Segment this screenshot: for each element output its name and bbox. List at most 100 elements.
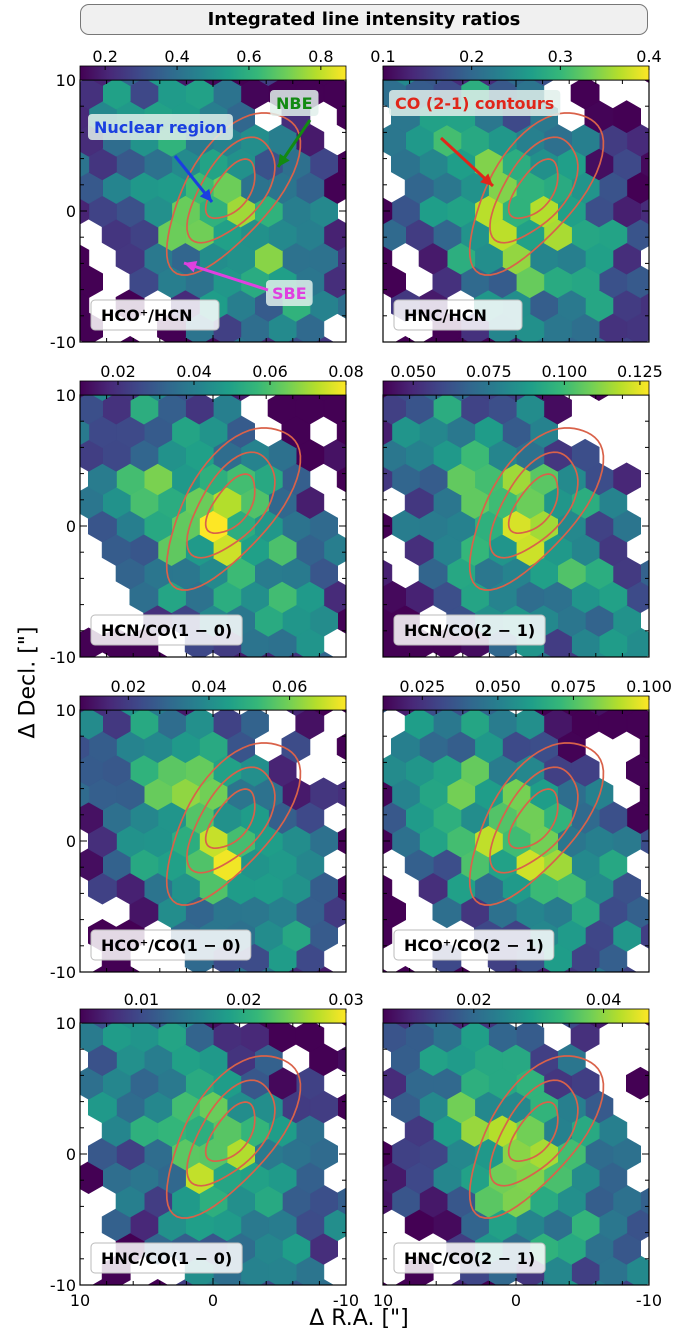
annotation-box <box>88 114 233 140</box>
panel-label-box <box>90 614 243 646</box>
contour-level-2 <box>186 1079 276 1187</box>
hex-cell <box>395 80 416 86</box>
y-tick-label: 10 <box>56 1014 76 1033</box>
hex-cell <box>285 395 307 401</box>
hexbin-cells <box>47 710 379 972</box>
hex-cell <box>383 559 393 587</box>
hex-cell <box>654 219 682 251</box>
hex-cell <box>147 710 169 716</box>
annotation-text: CO (2-1) contours <box>395 94 554 113</box>
hex-cell <box>383 606 393 634</box>
x-axis-label: Δ R.A. ["] <box>309 1306 409 1331</box>
hex-cell <box>47 439 75 471</box>
x-tick-label: 10 <box>373 1291 393 1310</box>
hex-cell <box>47 219 75 251</box>
y-tick-label: -10 <box>50 963 76 982</box>
hex-cell <box>92 710 113 716</box>
hex-cell <box>267 395 297 425</box>
hex-cell <box>395 1023 416 1029</box>
panel-label-box <box>90 299 220 331</box>
annotation-text: Nuclear region <box>94 118 227 137</box>
contour-level-1 <box>204 1101 256 1163</box>
hex-cell <box>533 710 554 716</box>
hex-cell <box>654 943 682 975</box>
colorbar-tick-label: 0.2 <box>92 47 117 66</box>
hex-cell <box>560 710 582 716</box>
panel-label: HNC/HCN <box>404 306 487 325</box>
annotation-arrowhead <box>480 173 493 186</box>
hex-cell <box>175 710 196 716</box>
hex-cell <box>175 395 196 401</box>
hex-cell <box>80 733 90 761</box>
hex-cell <box>404 710 434 740</box>
co-contours <box>165 742 302 906</box>
hex-cell <box>92 80 113 86</box>
contour-level-2 <box>489 136 579 244</box>
colorbar-tick-label: 0.8 <box>308 47 333 66</box>
hex-cell <box>313 80 334 86</box>
hex-cell <box>654 124 682 156</box>
x-tick-label: -10 <box>333 1291 359 1310</box>
hex-cell <box>450 80 472 86</box>
panel-label-box <box>393 1242 546 1274</box>
panel-label: HCO⁺/CO(1 − 0) <box>101 936 241 955</box>
hex-cell <box>47 896 75 928</box>
hex-cell <box>340 1023 346 1026</box>
contour-level-1 <box>507 788 559 850</box>
hex-cell <box>80 244 90 272</box>
hex-cell <box>478 1023 499 1029</box>
hex-cell <box>383 1023 407 1053</box>
y-tick-label: -10 <box>50 648 76 667</box>
hex-cell <box>588 1023 610 1029</box>
hex-cell <box>336 1046 346 1074</box>
hex-cell <box>383 395 407 425</box>
contour-level-2 <box>489 451 579 559</box>
hex-cell <box>340 710 346 713</box>
hex-cell <box>340 395 346 398</box>
hex-cell <box>350 1209 378 1241</box>
hex-cell <box>147 1279 169 1285</box>
colorbar <box>79 1008 347 1024</box>
hex-cell <box>80 395 103 425</box>
contour-level-3 <box>468 1055 605 1219</box>
colorbar-tick-label: 0.075 <box>551 677 597 696</box>
panel-label-box <box>393 929 555 961</box>
hex-cell <box>383 465 393 493</box>
hex-cell <box>383 969 389 972</box>
annotation-text: NBE <box>276 94 313 113</box>
hex-cell <box>422 395 444 401</box>
hex-cell <box>313 710 334 716</box>
panel-label: HCN/CO(2 − 1) <box>404 621 535 640</box>
colorbar-tick-label: 0.4 <box>636 47 661 66</box>
y-tick-label: 0 <box>66 202 76 221</box>
annotation-arrowhead <box>278 153 290 167</box>
hex-cell <box>450 710 472 716</box>
colorbar-tick-label: 0.04 <box>191 677 227 696</box>
hex-cell <box>643 80 649 83</box>
hex-cell <box>351 849 379 881</box>
hex-cell <box>654 439 682 471</box>
contour-level-2 <box>186 136 276 244</box>
hex-cell <box>80 395 86 398</box>
hex-cell <box>322 438 346 472</box>
hex-cell <box>395 966 416 972</box>
panel-4: 0.050 0.075 0.100 0.125 HCN/CO(2 − 1) <box>382 362 682 658</box>
hex-cell <box>350 171 378 203</box>
co-contours <box>165 427 302 591</box>
hex-cell <box>570 1023 600 1053</box>
y-tick-label: 10 <box>56 701 76 720</box>
colorbar-tick-label: 0.03 <box>328 990 364 1009</box>
co-contours <box>165 1055 302 1219</box>
contour-level-3 <box>468 112 605 276</box>
colorbar <box>382 695 650 711</box>
hex-cell <box>119 1023 141 1029</box>
hex-cell <box>383 874 393 902</box>
contour-level-2 <box>186 766 276 874</box>
colorbar-tick-label: 0.050 <box>475 677 521 696</box>
annotation: NBE <box>270 90 319 168</box>
x-tick-label: 0 <box>208 1291 218 1310</box>
hex-cell <box>350 1162 378 1194</box>
contour-level-1 <box>204 473 256 535</box>
